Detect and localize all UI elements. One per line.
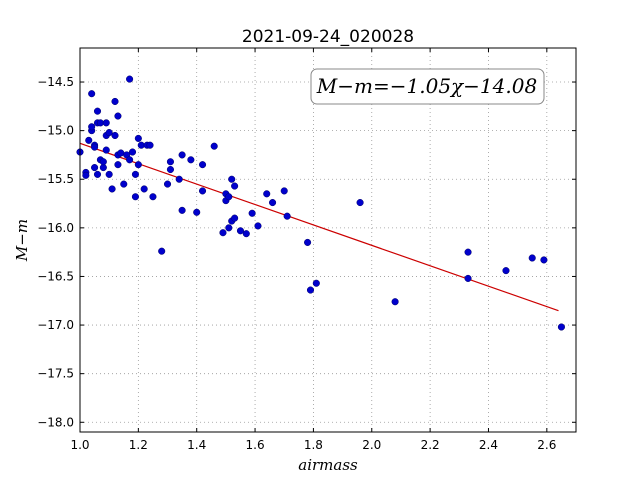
data-point (219, 229, 227, 237)
data-point (131, 193, 139, 201)
y-tick-label: −17.5 (37, 367, 74, 381)
data-point (391, 298, 399, 306)
data-point (91, 164, 99, 172)
data-point (105, 170, 113, 178)
data-point (304, 238, 312, 246)
x-tick-label: 2.4 (479, 438, 498, 452)
data-point (111, 97, 119, 106)
data-point (557, 323, 565, 331)
data-point (85, 136, 93, 144)
x-tick-label: 2.0 (362, 438, 381, 452)
data-point (131, 170, 139, 178)
chart-title: 2021-09-24_020028 (242, 27, 414, 47)
data-point (128, 148, 137, 156)
data-point (108, 185, 116, 193)
data-point (166, 158, 174, 166)
data-point (88, 90, 96, 98)
data-point (140, 185, 148, 193)
data-point (102, 119, 110, 127)
data-point (126, 156, 134, 164)
data-point (248, 209, 256, 217)
data-point (99, 158, 107, 166)
data-points (76, 75, 565, 331)
y-tick-label: −15.0 (37, 124, 74, 138)
data-point (236, 227, 245, 235)
data-point (231, 182, 239, 190)
data-point (193, 208, 201, 216)
fit-line (79, 142, 559, 312)
data-point (178, 206, 186, 214)
y-axis-ticks: −14.5 −15.0 −15.5 −16.0 −16.5 −17.0 −17.5 −18.0 (37, 75, 576, 429)
data-point (82, 171, 90, 179)
data-point (88, 123, 96, 131)
data-point (231, 214, 239, 222)
data-point (283, 212, 291, 220)
data-point (263, 190, 271, 198)
y-tick-label: −17.0 (37, 318, 74, 332)
data-point (93, 170, 102, 178)
y-tick-label: −18.0 (37, 415, 74, 429)
x-axis-label: airmass (298, 456, 358, 474)
x-tick-label: 1.2 (129, 438, 148, 452)
data-point (198, 187, 207, 195)
data-point (175, 175, 183, 183)
x-tick-label: 1.6 (246, 438, 265, 452)
equation-box (310, 68, 545, 105)
y-axis-label: M−m (13, 219, 31, 262)
x-tick-label: 2.2 (421, 438, 440, 452)
data-point (134, 161, 142, 169)
data-point (105, 129, 113, 137)
data-point (111, 131, 119, 140)
data-point (134, 134, 142, 142)
y-tick-label: −15.5 (37, 172, 74, 186)
y-tick-label: −16.0 (37, 221, 74, 235)
y-tick-label: −16.5 (37, 269, 74, 283)
data-point (540, 256, 548, 264)
data-point (502, 267, 510, 275)
y-tick-label: −14.5 (37, 75, 74, 89)
grid-lines (79, 48, 576, 432)
data-point (187, 156, 195, 164)
data-point (228, 175, 236, 183)
x-axis-ticks: 1.0 1.2 1.4 1.6 1.8 2.0 2.2 2.4 2.6 (70, 48, 556, 452)
equation-label: M−m=−1.05χ−14.08 (316, 74, 537, 98)
data-point (91, 143, 99, 151)
data-point (528, 254, 536, 262)
data-point (269, 199, 277, 207)
plot-frame (79, 47, 577, 433)
data-point (225, 193, 233, 201)
data-point (198, 161, 207, 169)
data-point (120, 180, 128, 188)
data-point (254, 222, 262, 230)
data-point (178, 151, 186, 159)
data-point (242, 230, 250, 238)
data-point (306, 286, 315, 294)
data-point (126, 75, 134, 83)
data-point (166, 165, 174, 174)
data-point (114, 161, 122, 169)
data-point (280, 187, 288, 195)
data-point (225, 224, 233, 232)
data-point (312, 279, 320, 287)
x-tick-label: 1.8 (304, 438, 323, 452)
data-point (158, 247, 166, 255)
x-tick-label: 1.0 (70, 438, 89, 452)
data-point (464, 274, 472, 282)
data-point (102, 146, 110, 154)
x-tick-label: 1.4 (187, 438, 206, 452)
data-point (210, 142, 218, 150)
x-tick-label: 2.6 (537, 438, 556, 452)
data-point (356, 199, 364, 207)
data-point (93, 107, 102, 115)
data-point (464, 248, 472, 256)
data-point (149, 193, 157, 201)
fit-line-group (79, 142, 559, 312)
data-point (163, 180, 172, 188)
data-point (146, 141, 154, 149)
data-point (114, 112, 122, 120)
